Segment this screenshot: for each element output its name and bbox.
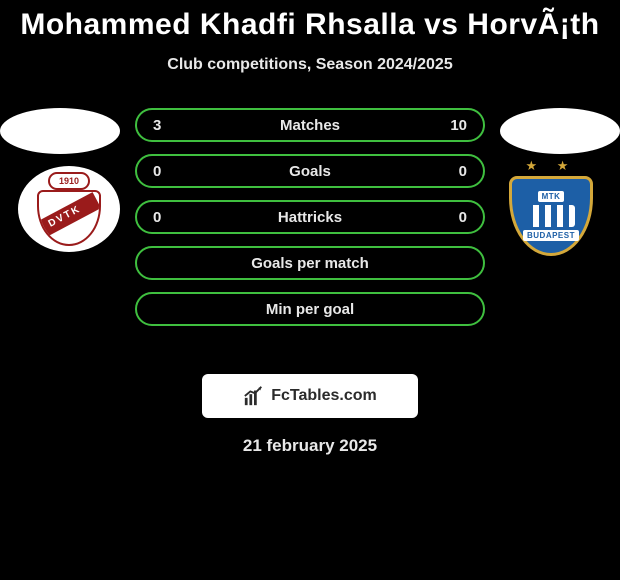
chart-icon	[243, 385, 265, 407]
dvtk-band: DVTK	[37, 192, 101, 242]
dvtk-crest: 1910 DVTK	[18, 166, 120, 252]
brand-text: FcTables.com	[271, 387, 377, 405]
stat-left-value: 0	[153, 209, 171, 226]
stat-left-value: 3	[153, 117, 171, 134]
stat-label: Goals per match	[137, 255, 483, 272]
dvtk-shield: DVTK	[37, 190, 101, 246]
stat-left-value: 0	[153, 163, 171, 180]
mtk-shield: MTK BUDAPEST	[509, 176, 593, 256]
stat-pill-min-per-goal: Min per goal	[135, 292, 485, 326]
stat-pill-hattricks: 0 Hattricks 0	[135, 200, 485, 234]
stat-right-value: 10	[449, 117, 467, 134]
stats-column: 3 Matches 10 0 Goals 0 0 Hattricks 0 Goa…	[135, 108, 485, 338]
stat-label: Goals	[137, 163, 483, 180]
right-team-crest: ★ ★ MTK BUDAPEST	[500, 166, 602, 252]
mtk-stars: ★ ★	[500, 158, 602, 174]
dvtk-year-ring: 1910	[48, 172, 90, 190]
mtk-crest: ★ ★ MTK BUDAPEST	[500, 158, 602, 264]
stat-label: Hattricks	[137, 209, 483, 226]
left-player-blob	[0, 108, 120, 154]
stat-right-value: 0	[449, 209, 467, 226]
stat-label: Matches	[137, 117, 483, 134]
brand-badge: FcTables.com	[202, 374, 418, 418]
comparison-panel: 1910 DVTK ★ ★ MTK BUDAPEST 3 Matches 10 …	[0, 108, 620, 368]
left-team-crest: 1910 DVTK	[18, 166, 120, 252]
mtk-ribbon-top: MTK	[538, 191, 565, 202]
stat-right-value: 0	[449, 163, 467, 180]
mtk-stripe	[527, 205, 575, 227]
page-subtitle: Club competitions, Season 2024/2025	[0, 56, 620, 74]
stat-pill-goals: 0 Goals 0	[135, 154, 485, 188]
footer-date: 21 february 2025	[0, 436, 620, 456]
mtk-ribbon-bottom: BUDAPEST	[523, 230, 579, 241]
stat-label: Min per goal	[137, 301, 483, 318]
right-player-blob	[500, 108, 620, 154]
stat-pill-goals-per-match: Goals per match	[135, 246, 485, 280]
stat-pill-matches: 3 Matches 10	[135, 108, 485, 142]
page-title: Mohammed Khadfi Rhsalla vs HorvÃ¡th	[0, 0, 620, 42]
